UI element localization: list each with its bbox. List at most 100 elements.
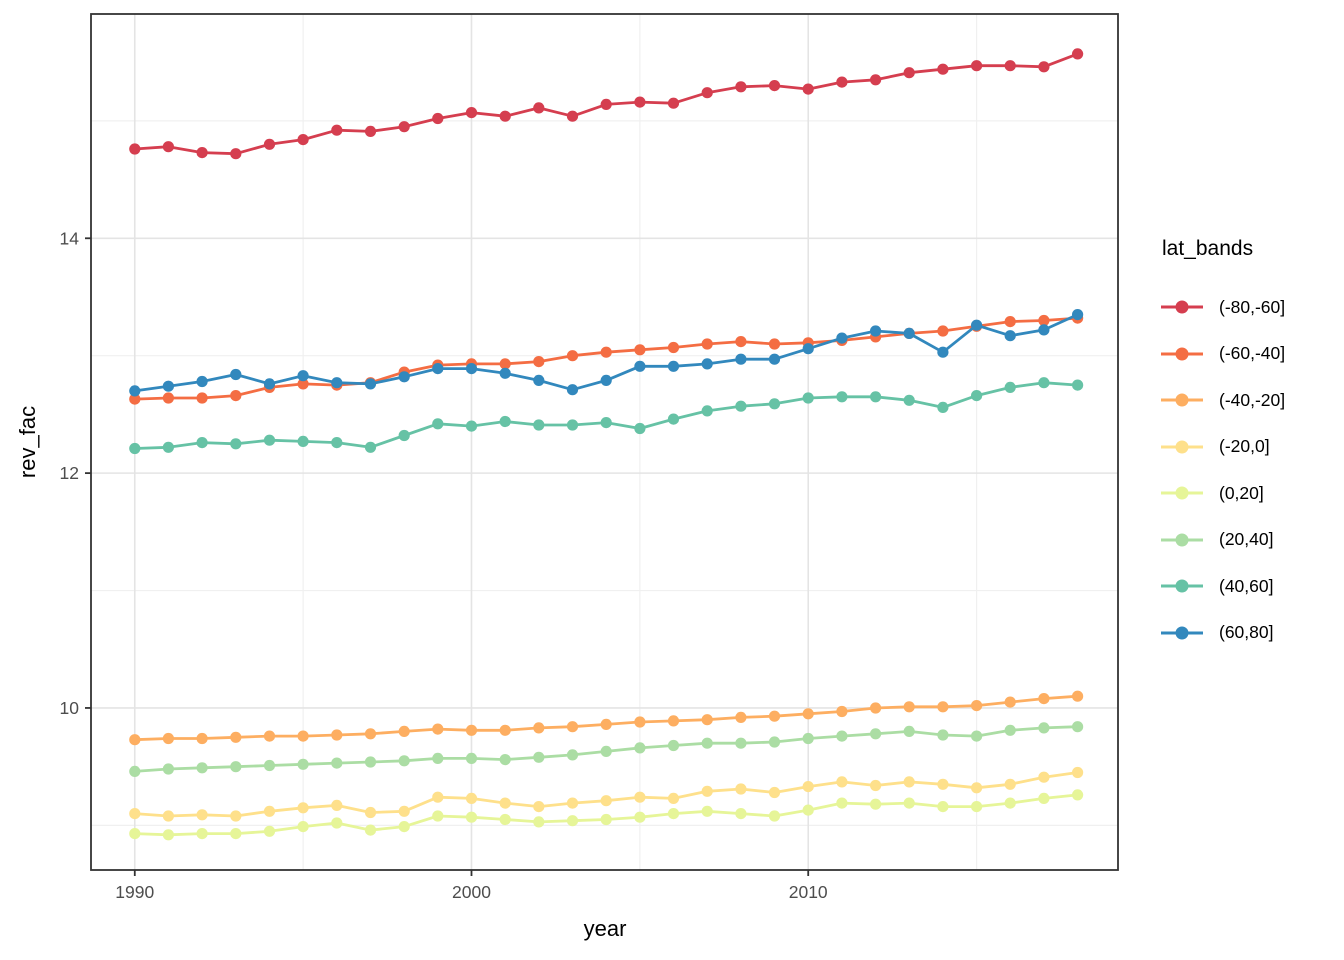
data-point-(0,20] <box>634 811 646 823</box>
data-point-(20,40] <box>600 745 612 758</box>
data-point-(40,60] <box>230 438 242 450</box>
data-point-(-40,-20] <box>196 732 208 745</box>
data-point-(40,60] <box>870 391 882 403</box>
data-point-(20,40] <box>1038 722 1050 734</box>
data-point-(-80,-60] <box>129 143 141 155</box>
data-point-(60,80] <box>600 374 612 386</box>
data-point-(-20,0] <box>331 799 343 812</box>
data-point-(40,60] <box>263 434 276 446</box>
data-point-(-40,-20] <box>701 714 713 726</box>
data-point-(-40,-20] <box>971 700 983 712</box>
data-point-(-80,-60] <box>1072 48 1084 60</box>
data-point-(-40,-20] <box>768 710 781 722</box>
data-point-(-40,-20] <box>230 731 242 743</box>
data-point-(40,60] <box>364 441 377 453</box>
data-point-(-80,-60] <box>196 147 208 159</box>
data-point-(-40,-20] <box>398 725 410 738</box>
data-point-(-40,-20] <box>432 723 444 735</box>
data-point-(-80,-60] <box>533 102 545 114</box>
data-point-(0,20] <box>1004 797 1016 809</box>
data-point-(40,60] <box>1004 381 1016 393</box>
data-point-(-60,-40] <box>600 346 612 358</box>
data-point-(40,60] <box>667 413 680 425</box>
legend: lat_bands (-80,-60] (-60,-40] (-40,-20] (-2… <box>1160 236 1286 656</box>
data-point-(20,40] <box>432 752 444 765</box>
data-point-(-80,-60] <box>634 96 646 108</box>
data-point-(-40,-20] <box>297 730 309 742</box>
data-point-(-40,-20] <box>331 729 343 741</box>
data-point-(0,20] <box>533 816 545 828</box>
x-tick-label: 2010 <box>789 882 828 902</box>
data-point-(-60,-40] <box>196 392 208 404</box>
data-point-(-60,-40] <box>701 338 713 350</box>
data-point-(20,40] <box>162 763 174 775</box>
data-point-(60,80] <box>903 327 915 339</box>
data-point-(60,80] <box>432 363 444 375</box>
data-point-(-20,0] <box>971 782 983 794</box>
data-point-(60,80] <box>634 360 646 372</box>
data-point-(0,20] <box>870 798 882 810</box>
legend-item: (-80,-60] <box>1160 284 1285 331</box>
data-point-(-80,-60] <box>297 134 309 146</box>
legend-item-label: (40,60] <box>1219 575 1274 596</box>
data-point-(-80,-60] <box>162 141 174 153</box>
data-point-(0,20] <box>364 824 377 836</box>
data-point-(-80,-60] <box>566 110 579 122</box>
data-point-(-80,-60] <box>870 74 882 86</box>
data-point-(-60,-40] <box>297 378 309 390</box>
data-point-(-40,-20] <box>1004 696 1016 708</box>
data-point-(60,80] <box>937 346 949 358</box>
data-point-(-80,-60] <box>735 81 747 93</box>
data-point-(-20,0] <box>263 805 276 817</box>
legend-item: (0,20] <box>1160 470 1285 517</box>
legend-item: (40,60] <box>1160 563 1285 610</box>
data-point-(20,40] <box>465 752 478 765</box>
legend-key-icon <box>1161 393 1203 407</box>
data-point-(0,20] <box>600 813 612 826</box>
data-point-(60,80] <box>162 380 174 392</box>
data-point-(60,80] <box>1072 309 1084 321</box>
data-point-(60,80] <box>297 370 309 382</box>
data-point-(60,80] <box>364 378 377 390</box>
data-point-(20,40] <box>768 736 781 748</box>
data-point-(20,40] <box>937 729 949 741</box>
data-point-(-40,-20] <box>263 730 276 742</box>
data-point-(20,40] <box>667 739 680 752</box>
data-point-(40,60] <box>971 390 983 402</box>
data-point-(0,20] <box>398 821 410 833</box>
data-point-(40,60] <box>937 401 949 413</box>
data-point-(20,40] <box>870 728 882 740</box>
data-point-(-20,0] <box>398 805 410 817</box>
data-point-(-20,0] <box>870 779 882 792</box>
data-point-(20,40] <box>802 732 814 745</box>
data-point-(0,20] <box>196 828 208 840</box>
data-point-(40,60] <box>398 429 410 442</box>
data-point-(40,60] <box>1038 377 1050 389</box>
legend-item: (-20,0] <box>1160 424 1285 471</box>
data-point-(-60,-40] <box>1004 316 1016 328</box>
data-point-(40,60] <box>297 435 309 447</box>
data-point-(60,80] <box>1038 324 1050 336</box>
data-point-(-80,-60] <box>768 80 781 92</box>
legend-item: (-60,-40] <box>1160 331 1285 378</box>
data-point-(-20,0] <box>162 810 174 822</box>
data-point-(-20,0] <box>701 785 713 797</box>
data-point-(40,60] <box>1072 379 1084 391</box>
data-point-(-60,-40] <box>230 390 242 402</box>
y-tick-label: 12 <box>60 463 79 483</box>
data-point-(60,80] <box>331 377 343 389</box>
data-point-(20,40] <box>129 765 141 778</box>
data-point-(0,20] <box>499 813 511 826</box>
data-point-(60,80] <box>971 319 983 331</box>
data-point-(-40,-20] <box>465 724 478 736</box>
data-point-(20,40] <box>364 756 377 768</box>
data-point-(0,20] <box>768 810 781 822</box>
x-tick-label: 2000 <box>452 882 491 902</box>
x-tick-label: 1990 <box>115 882 154 902</box>
data-point-(0,20] <box>667 808 680 820</box>
data-point-(-60,-40] <box>634 344 646 356</box>
data-point-(0,20] <box>735 808 747 820</box>
data-point-(-20,0] <box>1072 766 1084 779</box>
